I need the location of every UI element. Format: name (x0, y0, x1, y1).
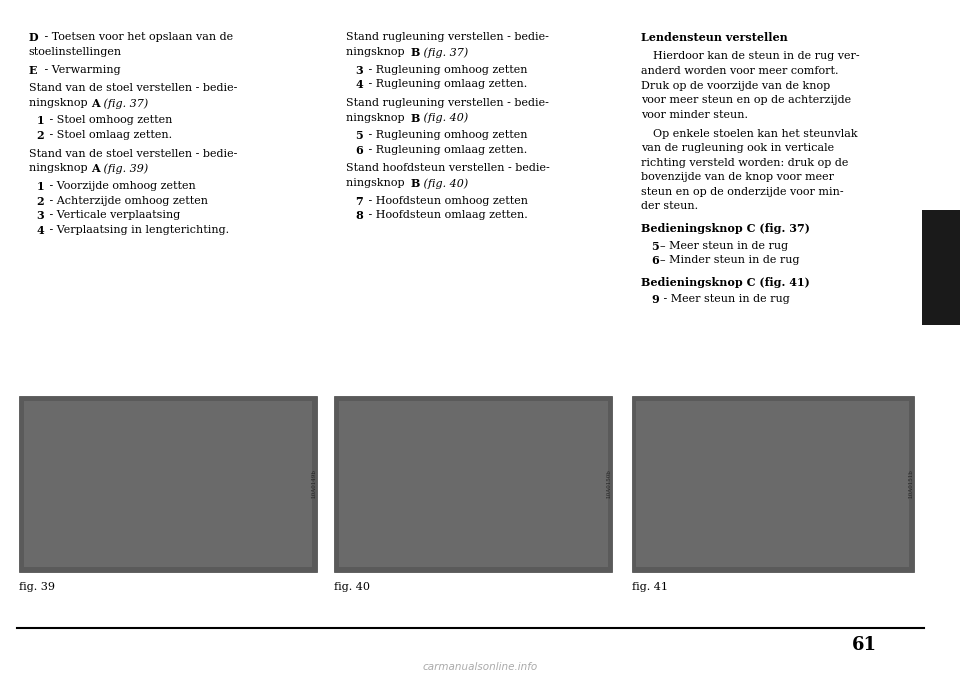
Bar (24, 401, 312, 567)
Text: 4: 4 (355, 79, 363, 90)
Text: 5: 5 (651, 240, 659, 252)
Bar (339, 401, 608, 567)
Text: richting versteld worden: druk op de: richting versteld worden: druk op de (641, 158, 849, 168)
Text: 1: 1 (36, 181, 44, 192)
Text: 9: 9 (651, 294, 659, 305)
Text: Lendensteun verstellen: Lendensteun verstellen (641, 32, 788, 43)
Text: 5: 5 (355, 130, 363, 141)
Text: - Rugleuning omhoog zetten: - Rugleuning omhoog zetten (365, 130, 527, 140)
Text: - Verticale verplaatsing: - Verticale verplaatsing (46, 210, 180, 220)
Text: ningsknop: ningsknop (29, 98, 91, 108)
Text: steun en op de onderzijde voor min-: steun en op de onderzijde voor min- (641, 187, 844, 197)
Text: 3: 3 (36, 210, 44, 221)
Text: - Stoel omhoog zetten: - Stoel omhoog zetten (46, 116, 173, 125)
Bar (636, 401, 909, 567)
Text: – Minder steun in de rug: – Minder steun in de rug (660, 255, 800, 265)
Text: Bedieningsknop C (fig. 37): Bedieningsknop C (fig. 37) (641, 223, 810, 234)
Text: Hierdoor kan de steun in de rug ver-: Hierdoor kan de steun in de rug ver- (653, 51, 859, 62)
Text: - Rugleuning omlaag zetten.: - Rugleuning omlaag zetten. (365, 79, 527, 89)
Text: Op enkele stoelen kan het steunvlak: Op enkele stoelen kan het steunvlak (653, 129, 857, 139)
Text: Stand rugleuning verstellen - bedie-: Stand rugleuning verstellen - bedie- (346, 98, 548, 108)
Text: 2: 2 (36, 130, 44, 141)
Text: fig. 40: fig. 40 (334, 582, 370, 592)
Text: 3: 3 (355, 64, 363, 76)
Text: - Hoofdsteun omhoog zetten: - Hoofdsteun omhoog zetten (365, 196, 528, 206)
Text: - Rugleuning omlaag zetten.: - Rugleuning omlaag zetten. (365, 145, 527, 154)
Text: E: E (29, 64, 37, 76)
Text: carmanualsonline.info: carmanualsonline.info (422, 662, 538, 672)
Text: fig. 41: fig. 41 (632, 582, 668, 592)
Text: Bedieningsknop C (fig. 41): Bedieningsknop C (fig. 41) (641, 277, 810, 288)
Bar (922, 210, 960, 325)
Text: bovenzijde van de knop voor meer: bovenzijde van de knop voor meer (641, 172, 834, 182)
Text: L0A0151b: L0A0151b (908, 470, 914, 498)
Text: - Rugleuning omhoog zetten: - Rugleuning omhoog zetten (365, 64, 527, 74)
Text: fig. 39: fig. 39 (19, 582, 56, 592)
Text: - Meer steun in de rug: - Meer steun in de rug (660, 294, 790, 305)
Text: 6: 6 (355, 145, 363, 156)
Text: 7: 7 (355, 196, 363, 206)
Text: - Hoofdsteun omlaag zetten.: - Hoofdsteun omlaag zetten. (365, 210, 528, 220)
Text: - Verplaatsing in lengterichting.: - Verplaatsing in lengterichting. (46, 225, 229, 235)
Bar (334, 396, 612, 572)
Text: 61: 61 (852, 636, 876, 655)
Text: A: A (91, 163, 100, 175)
Text: A: A (91, 98, 100, 109)
Text: van de rugleuning ook in verticale: van de rugleuning ook in verticale (641, 143, 834, 153)
Text: (fig. 39): (fig. 39) (100, 163, 148, 174)
Text: voor meer steun en op de achterzijde: voor meer steun en op de achterzijde (641, 95, 852, 105)
Text: stoelinstellingen: stoelinstellingen (29, 47, 122, 57)
Text: D: D (29, 32, 38, 43)
Text: B: B (411, 112, 420, 123)
Text: ningsknop: ningsknop (346, 47, 408, 57)
Text: (fig. 40): (fig. 40) (420, 112, 468, 123)
Text: Druk op de voorzijde van de knop: Druk op de voorzijde van de knop (641, 81, 830, 91)
Text: – Meer steun in de rug: – Meer steun in de rug (660, 240, 788, 250)
Text: Stand hoofdsteun verstellen - bedie-: Stand hoofdsteun verstellen - bedie- (346, 163, 549, 173)
Text: - Verwarming: - Verwarming (41, 64, 121, 74)
Text: voor minder steun.: voor minder steun. (641, 110, 748, 120)
Text: - Voorzijde omhoog zetten: - Voorzijde omhoog zetten (46, 181, 196, 191)
Text: 4: 4 (36, 225, 44, 236)
Text: Stand van de stoel verstellen - bedie-: Stand van de stoel verstellen - bedie- (29, 83, 237, 93)
Bar (19, 396, 317, 572)
Text: 6: 6 (651, 255, 659, 266)
Text: der steun.: der steun. (641, 201, 699, 211)
Text: 1: 1 (36, 116, 44, 127)
Text: (fig. 40): (fig. 40) (420, 178, 468, 189)
Text: - Stoel omlaag zetten.: - Stoel omlaag zetten. (46, 130, 172, 140)
Text: (fig. 37): (fig. 37) (420, 47, 468, 58)
Text: L0A0150b: L0A0150b (607, 470, 612, 498)
Text: ningsknop: ningsknop (29, 163, 91, 173)
Bar (632, 396, 914, 572)
Text: - Achterzijde omhoog zetten: - Achterzijde omhoog zetten (46, 196, 208, 206)
Text: anderd worden voor meer comfort.: anderd worden voor meer comfort. (641, 66, 839, 76)
Text: Stand rugleuning verstellen - bedie-: Stand rugleuning verstellen - bedie- (346, 32, 548, 43)
Text: 2: 2 (36, 196, 44, 206)
Text: L0A0149b: L0A0149b (311, 470, 317, 498)
Text: Stand van de stoel verstellen - bedie-: Stand van de stoel verstellen - bedie- (29, 149, 237, 159)
Text: (fig. 37): (fig. 37) (100, 98, 148, 108)
Text: B: B (411, 47, 420, 58)
Text: ningsknop: ningsknop (346, 178, 408, 188)
Text: B: B (411, 178, 420, 189)
Text: ningsknop: ningsknop (346, 112, 408, 123)
Text: - Toetsen voor het opslaan van de: - Toetsen voor het opslaan van de (41, 32, 233, 43)
Text: 8: 8 (355, 210, 363, 221)
